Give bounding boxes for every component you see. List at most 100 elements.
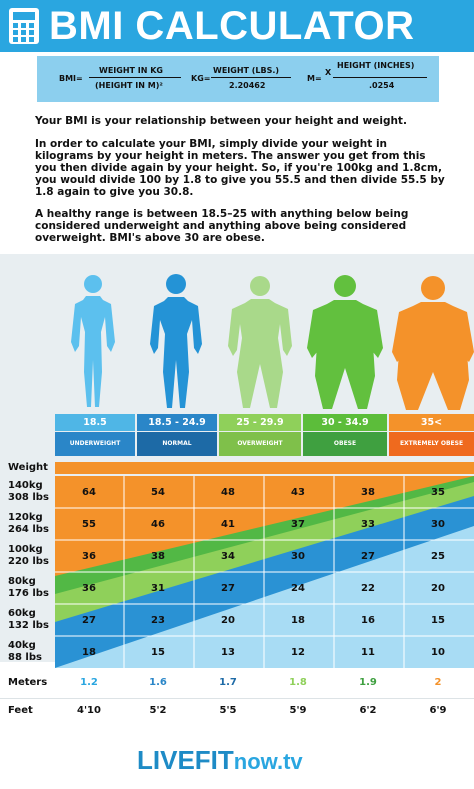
bmi-cell: 33 — [361, 519, 375, 530]
weight-header-bar — [55, 462, 474, 474]
weight-row-label: 120kg — [8, 512, 43, 523]
m-label: M= — [307, 74, 322, 83]
feet-value: 6'9 — [429, 705, 447, 716]
weight-heading: Weight — [8, 462, 48, 473]
weight-row-label: 100kg — [8, 544, 43, 555]
kg-denominator: 2.20462 — [229, 81, 266, 90]
range-band-1: 18.5 - 24.9 — [137, 414, 217, 431]
formula-box: BMI= WEIGHT IN KG (HEIGHT IN M)² KG= WEI… — [37, 56, 439, 102]
bmi-cell: 15 — [431, 615, 445, 626]
bmi-cell: 18 — [291, 615, 305, 626]
bmi-cell: 46 — [151, 519, 165, 530]
meters-value: 1.9 — [359, 677, 377, 688]
weight-row-label: 60kg — [8, 608, 36, 619]
header-bar: BMI CALCULATOR — [0, 0, 474, 52]
bmi-cell: 20 — [221, 615, 235, 626]
range-band-0: 18.5 — [55, 414, 135, 431]
m-numerator: HEIGHT (INCHES) — [337, 61, 415, 70]
kg-numerator: WEIGHT (LBS.) — [213, 66, 280, 75]
bmi-cell: 30 — [431, 519, 445, 530]
bmi-cell: 20 — [431, 583, 445, 594]
meters-value: 2 — [434, 677, 442, 688]
bmi-cell: 38 — [151, 551, 165, 562]
category-label-2: OVERWEIGHT — [219, 432, 301, 456]
weight-row-label: 140kg — [8, 480, 43, 491]
figure-extremely-obese — [392, 276, 474, 410]
weight-row-label-lbs: 264 lbs — [8, 524, 49, 535]
feet-value: 4'10 — [77, 705, 101, 716]
feet-value: 5'5 — [219, 705, 237, 716]
bmi-cell: 27 — [361, 551, 375, 562]
bmi-numerator: WEIGHT IN KG — [99, 66, 163, 75]
bmi-cell: 15 — [151, 647, 165, 658]
bmi-cell: 27 — [82, 615, 96, 626]
bmi-cell: 36 — [82, 583, 96, 594]
meters-label: Meters — [8, 677, 48, 688]
weight-row-label-lbs: 220 lbs — [8, 556, 49, 567]
weight-row-label: 40kg — [8, 640, 36, 651]
category-label-0: UNDERWEIGHT — [55, 432, 135, 456]
meters-value: 1.8 — [289, 677, 307, 688]
bmi-cell: 37 — [291, 519, 305, 530]
calculator-icon — [9, 8, 39, 44]
livefit-logo: LIVEFITnow.tv — [137, 745, 303, 775]
category-label-4: EXTREMELY OBESE — [389, 432, 474, 456]
category-label-3: OBESE — [303, 432, 387, 456]
bmi-cell: 31 — [151, 583, 165, 594]
range-band-2: 25 - 29.9 — [219, 414, 301, 431]
figure-overweight — [228, 276, 292, 408]
range-band-3: 30 - 34.9 — [303, 414, 387, 431]
meters-value: 1.2 — [80, 677, 98, 688]
kg-label: KG= — [191, 74, 211, 83]
bmi-cell: 13 — [221, 647, 235, 658]
page-title: BMI CALCULATOR — [49, 4, 415, 48]
weight-row-label-lbs: 308 lbs — [8, 492, 49, 503]
meters-row — [0, 668, 474, 698]
meters-value: 1.7 — [219, 677, 237, 688]
intro-paragraph-2: In order to calculate your BMI, simply d… — [35, 138, 445, 198]
bmi-cell: 10 — [431, 647, 445, 658]
bmi-cell: 54 — [151, 487, 165, 498]
feet-row — [0, 698, 474, 728]
figure-normal — [150, 274, 202, 408]
weight-row-label-lbs: 132 lbs — [8, 620, 49, 631]
bmi-cell: 22 — [361, 583, 375, 594]
figure-obese — [307, 275, 383, 409]
bmi-cell: 48 — [221, 487, 235, 498]
bmi-cell: 34 — [221, 551, 235, 562]
m-multiply: X — [325, 68, 332, 77]
range-band-4: 35< — [389, 414, 474, 431]
bmi-cell: 55 — [82, 519, 96, 530]
feet-value: 6'2 — [359, 705, 377, 716]
intro-paragraph-1: Your BMI is your relationship between yo… — [35, 115, 407, 127]
bmi-cell: 35 — [431, 487, 445, 498]
weight-row-label-lbs: 88 lbs — [8, 652, 42, 663]
bmi-cell: 25 — [431, 551, 445, 562]
bmi-cell: 16 — [361, 615, 375, 626]
intro-paragraph-3: A healthy range is between 18.5–25 with … — [35, 208, 409, 244]
feet-value: 5'9 — [289, 705, 307, 716]
meters-value: 1.6 — [149, 677, 167, 688]
bmi-cell: 23 — [151, 615, 165, 626]
bmi-cell: 36 — [82, 551, 96, 562]
bmi-cell: 18 — [82, 647, 96, 658]
bmi-cell: 43 — [291, 487, 305, 498]
bmi-cell: 41 — [221, 519, 235, 530]
bmi-cell: 64 — [82, 487, 96, 498]
bmi-denominator: (HEIGHT IN M)² — [95, 81, 163, 90]
feet-label: Feet — [8, 705, 33, 716]
grid-lines — [55, 476, 474, 668]
bmi-cell: 24 — [291, 583, 305, 594]
feet-value: 5'2 — [149, 705, 167, 716]
bmi-cell: 11 — [361, 647, 375, 658]
figure-underweight — [71, 275, 115, 407]
weight-row-label: 80kg — [8, 576, 36, 587]
category-label-1: NORMAL — [137, 432, 217, 456]
bmi-cell: 27 — [221, 583, 235, 594]
m-denominator: .0254 — [369, 81, 395, 90]
body-figures — [71, 274, 474, 410]
bmi-cell: 12 — [291, 647, 305, 658]
bmi-label: BMI= — [59, 74, 83, 83]
bmi-cell: 38 — [361, 487, 375, 498]
bmi-cell: 30 — [291, 551, 305, 562]
